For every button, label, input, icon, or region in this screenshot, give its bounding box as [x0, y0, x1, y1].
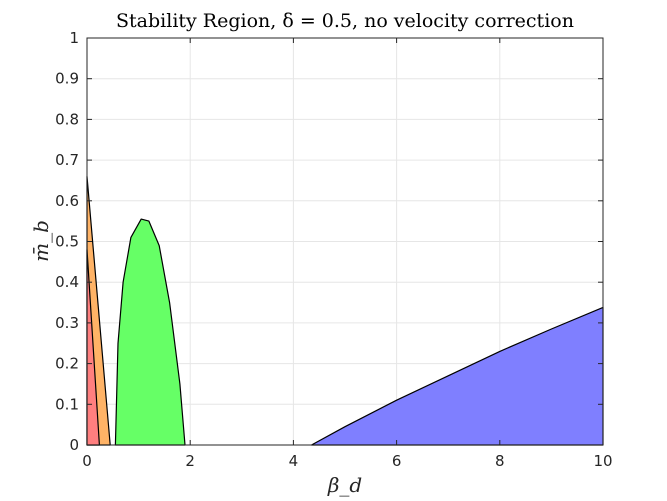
x-tick-label: 2: [185, 452, 195, 470]
x-tick-label: 6: [392, 452, 402, 470]
x-tick-label: 4: [289, 452, 299, 470]
y-tick-label: 0.2: [55, 355, 79, 373]
stability-region-3: [114, 218, 186, 446]
y-tick-label: 0.9: [55, 70, 79, 88]
x-axis-label: β_d: [327, 473, 362, 497]
y-tick-label: 0.6: [55, 192, 79, 210]
y-tick-label: 0.3: [55, 314, 79, 332]
ticks: 0 2 4 6 8 10 0 0.1 0.2 0.3 0.4 0.5 0.6 0.7 0.8 0.9 1: [55, 29, 612, 470]
chart-title: Stability Region, δ = 0.5, no velocity c…: [116, 10, 574, 32]
y-tick-label: 0.4: [55, 273, 79, 291]
x-tick-label: 0: [82, 452, 92, 470]
y-tick-label: 0: [69, 436, 79, 454]
regions: [86, 175, 604, 446]
y-tick-label: 0.8: [55, 110, 79, 128]
y-tick-label: 0.5: [55, 233, 79, 251]
x-tick-label: 10: [593, 452, 612, 470]
y-tick-label: 0.7: [55, 151, 79, 169]
y-tick-label: 0.1: [55, 395, 79, 413]
stability-region-4: [310, 306, 604, 446]
y-tick-label: 1: [69, 29, 79, 47]
y-axis-label: m̄_b: [29, 220, 53, 262]
x-tick-label: 8: [495, 452, 505, 470]
